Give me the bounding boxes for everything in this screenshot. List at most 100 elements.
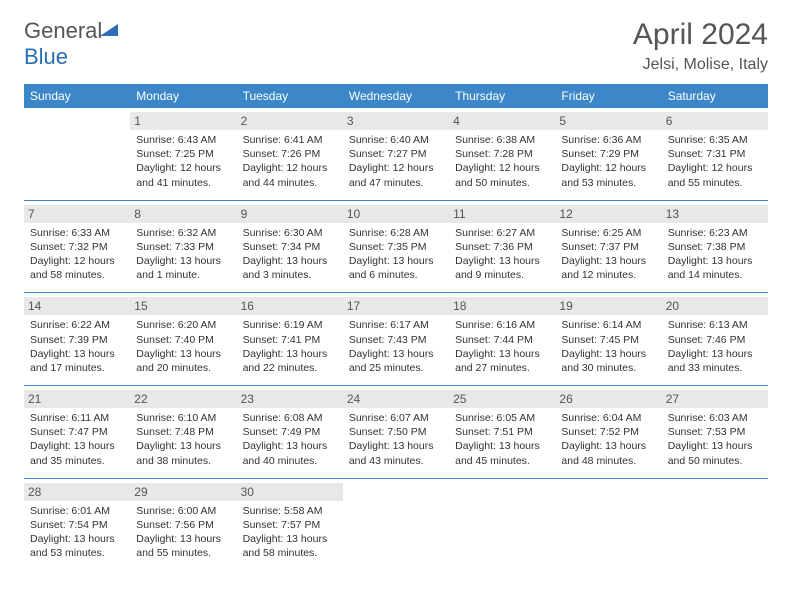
sunrise-text: Sunrise: 6:41 AM	[243, 133, 337, 147]
day-number: 18	[449, 297, 555, 315]
calendar-cell: 20Sunrise: 6:13 AMSunset: 7:46 PMDayligh…	[662, 293, 768, 386]
daylight-text: Daylight: 13 hours and 27 minutes.	[455, 347, 549, 375]
day-info: Sunrise: 6:25 AMSunset: 7:37 PMDaylight:…	[561, 226, 655, 283]
daylight-text: Daylight: 13 hours and 55 minutes.	[136, 532, 230, 560]
daylight-text: Daylight: 13 hours and 20 minutes.	[136, 347, 230, 375]
sunrise-text: Sunrise: 6:30 AM	[243, 226, 337, 240]
daylight-text: Daylight: 12 hours and 44 minutes.	[243, 161, 337, 189]
sunrise-text: Sunrise: 6:11 AM	[30, 411, 124, 425]
daylight-text: Daylight: 13 hours and 25 minutes.	[349, 347, 443, 375]
sunset-text: Sunset: 7:43 PM	[349, 333, 443, 347]
calendar-cell	[555, 478, 661, 570]
day-number: 4	[449, 112, 555, 130]
sunset-text: Sunset: 7:28 PM	[455, 147, 549, 161]
sunset-text: Sunset: 7:33 PM	[136, 240, 230, 254]
daylight-text: Daylight: 13 hours and 30 minutes.	[561, 347, 655, 375]
sunrise-text: Sunrise: 6:03 AM	[668, 411, 762, 425]
day-info: Sunrise: 6:38 AMSunset: 7:28 PMDaylight:…	[455, 133, 549, 190]
day-info: Sunrise: 6:32 AMSunset: 7:33 PMDaylight:…	[136, 226, 230, 283]
calendar-cell: 9Sunrise: 6:30 AMSunset: 7:34 PMDaylight…	[237, 200, 343, 293]
day-info: Sunrise: 6:30 AMSunset: 7:34 PMDaylight:…	[243, 226, 337, 283]
day-info: Sunrise: 6:23 AMSunset: 7:38 PMDaylight:…	[668, 226, 762, 283]
day-number: 3	[343, 112, 449, 130]
day-number: 26	[555, 390, 661, 408]
sunset-text: Sunset: 7:31 PM	[668, 147, 762, 161]
day-number: 8	[130, 205, 236, 223]
calendar-cell	[24, 108, 130, 200]
daylight-text: Daylight: 13 hours and 53 minutes.	[30, 532, 124, 560]
sunrise-text: Sunrise: 6:13 AM	[668, 318, 762, 332]
calendar-cell: 1Sunrise: 6:43 AMSunset: 7:25 PMDaylight…	[130, 108, 236, 200]
day-info: Sunrise: 6:03 AMSunset: 7:53 PMDaylight:…	[668, 411, 762, 468]
day-info: Sunrise: 6:43 AMSunset: 7:25 PMDaylight:…	[136, 133, 230, 190]
day-info: Sunrise: 6:10 AMSunset: 7:48 PMDaylight:…	[136, 411, 230, 468]
sunset-text: Sunset: 7:57 PM	[243, 518, 337, 532]
sunset-text: Sunset: 7:32 PM	[30, 240, 124, 254]
calendar-cell: 15Sunrise: 6:20 AMSunset: 7:40 PMDayligh…	[130, 293, 236, 386]
sunset-text: Sunset: 7:47 PM	[30, 425, 124, 439]
daylight-text: Daylight: 12 hours and 55 minutes.	[668, 161, 762, 189]
calendar-cell: 24Sunrise: 6:07 AMSunset: 7:50 PMDayligh…	[343, 386, 449, 479]
daylight-text: Daylight: 13 hours and 40 minutes.	[243, 439, 337, 467]
day-number: 16	[237, 297, 343, 315]
daylight-text: Daylight: 13 hours and 9 minutes.	[455, 254, 549, 282]
daylight-text: Daylight: 13 hours and 35 minutes.	[30, 439, 124, 467]
brand-part2: Blue	[24, 44, 68, 70]
sunrise-text: Sunrise: 6:20 AM	[136, 318, 230, 332]
calendar-table: SundayMondayTuesdayWednesdayThursdayFrid…	[24, 84, 768, 570]
day-info: Sunrise: 6:33 AMSunset: 7:32 PMDaylight:…	[30, 226, 124, 283]
day-number: 23	[237, 390, 343, 408]
header: General April 2024 Jelsi, Molise, Italy	[24, 18, 768, 74]
day-info: Sunrise: 6:11 AMSunset: 7:47 PMDaylight:…	[30, 411, 124, 468]
day-number: 17	[343, 297, 449, 315]
brand-triangle-icon	[100, 22, 120, 38]
day-info: Sunrise: 6:35 AMSunset: 7:31 PMDaylight:…	[668, 133, 762, 190]
day-info: Sunrise: 6:08 AMSunset: 7:49 PMDaylight:…	[243, 411, 337, 468]
daylight-text: Daylight: 13 hours and 17 minutes.	[30, 347, 124, 375]
sunrise-text: Sunrise: 6:28 AM	[349, 226, 443, 240]
calendar-cell: 3Sunrise: 6:40 AMSunset: 7:27 PMDaylight…	[343, 108, 449, 200]
calendar-cell: 12Sunrise: 6:25 AMSunset: 7:37 PMDayligh…	[555, 200, 661, 293]
day-info: Sunrise: 6:20 AMSunset: 7:40 PMDaylight:…	[136, 318, 230, 375]
day-info: Sunrise: 6:05 AMSunset: 7:51 PMDaylight:…	[455, 411, 549, 468]
calendar-cell: 30Sunrise: 5:58 AMSunset: 7:57 PMDayligh…	[237, 478, 343, 570]
sunset-text: Sunset: 7:29 PM	[561, 147, 655, 161]
daylight-text: Daylight: 13 hours and 14 minutes.	[668, 254, 762, 282]
sunset-text: Sunset: 7:51 PM	[455, 425, 549, 439]
sunrise-text: Sunrise: 6:04 AM	[561, 411, 655, 425]
day-info: Sunrise: 6:01 AMSunset: 7:54 PMDaylight:…	[30, 504, 124, 561]
daylight-text: Daylight: 12 hours and 50 minutes.	[455, 161, 549, 189]
day-info: Sunrise: 5:58 AMSunset: 7:57 PMDaylight:…	[243, 504, 337, 561]
day-header: Sunday	[24, 84, 130, 108]
sunset-text: Sunset: 7:53 PM	[668, 425, 762, 439]
sunrise-text: Sunrise: 6:33 AM	[30, 226, 124, 240]
day-number: 2	[237, 112, 343, 130]
sunrise-text: Sunrise: 6:38 AM	[455, 133, 549, 147]
daylight-text: Daylight: 12 hours and 47 minutes.	[349, 161, 443, 189]
sunrise-text: Sunrise: 5:58 AM	[243, 504, 337, 518]
calendar-cell: 4 Sunrise: 6:38 AMSunset: 7:28 PMDaylight…	[449, 108, 555, 200]
sunset-text: Sunset: 7:41 PM	[243, 333, 337, 347]
calendar-cell: 29Sunrise: 6:00 AMSunset: 7:56 PMDayligh…	[130, 478, 236, 570]
sunset-text: Sunset: 7:36 PM	[455, 240, 549, 254]
sunset-text: Sunset: 7:52 PM	[561, 425, 655, 439]
daylight-text: Daylight: 13 hours and 1 minute.	[136, 254, 230, 282]
sunset-text: Sunset: 7:45 PM	[561, 333, 655, 347]
daylight-text: Daylight: 13 hours and 58 minutes.	[243, 532, 337, 560]
day-info: Sunrise: 6:41 AMSunset: 7:26 PMDaylight:…	[243, 133, 337, 190]
sunrise-text: Sunrise: 6:22 AM	[30, 318, 124, 332]
sunrise-text: Sunrise: 6:08 AM	[243, 411, 337, 425]
brand-logo: General	[24, 18, 122, 44]
brand-part1: General	[24, 18, 102, 44]
sunrise-text: Sunrise: 6:40 AM	[349, 133, 443, 147]
title-block: April 2024 Jelsi, Molise, Italy	[633, 18, 768, 74]
day-number: 14	[24, 297, 130, 315]
sunrise-text: Sunrise: 6:01 AM	[30, 504, 124, 518]
sunset-text: Sunset: 7:34 PM	[243, 240, 337, 254]
sunset-text: Sunset: 7:26 PM	[243, 147, 337, 161]
day-number: 28	[24, 483, 130, 501]
day-number: 7	[24, 205, 130, 223]
sunset-text: Sunset: 7:39 PM	[30, 333, 124, 347]
sunset-text: Sunset: 7:40 PM	[136, 333, 230, 347]
day-info: Sunrise: 6:28 AMSunset: 7:35 PMDaylight:…	[349, 226, 443, 283]
